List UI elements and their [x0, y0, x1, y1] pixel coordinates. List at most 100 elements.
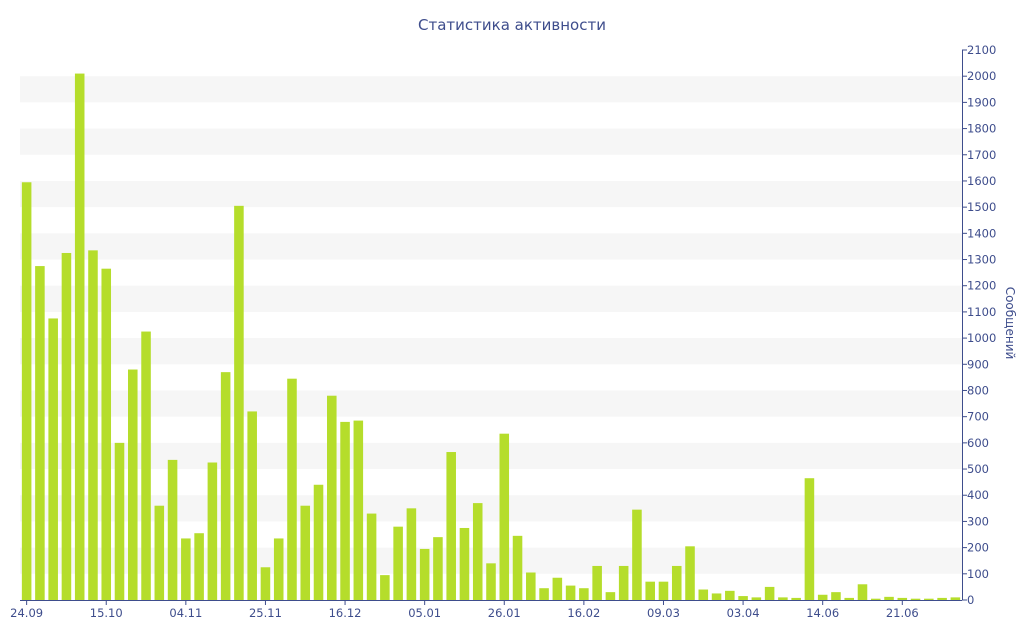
bar	[512, 535, 523, 600]
bar	[393, 526, 403, 600]
bar	[751, 597, 762, 600]
bar	[831, 592, 841, 600]
bar	[499, 433, 510, 600]
y-tick-label: 1300	[967, 253, 996, 267]
bar	[817, 594, 828, 600]
grid-band	[20, 76, 962, 103]
bar	[21, 182, 32, 600]
y-tick-label: 700	[967, 410, 989, 424]
y-axis: 0 100 200 300 400 500 600 700 800 900 1000 1100 1200…	[962, 43, 996, 607]
bar	[552, 577, 563, 600]
y-tick-label: 200	[967, 541, 989, 555]
grid-band	[20, 285, 962, 312]
x-tick-label: 25.11	[249, 606, 282, 620]
bar	[857, 584, 868, 600]
bar	[74, 73, 85, 601]
bar	[406, 508, 417, 600]
bar	[340, 421, 350, 600]
x-tick-label: 21.06	[886, 606, 919, 620]
y-tick-label: 0	[967, 593, 974, 607]
bar	[579, 588, 589, 600]
bar	[539, 588, 549, 600]
bar	[287, 378, 297, 600]
bar	[897, 597, 908, 600]
x-tick-label: 05.01	[408, 606, 441, 620]
bar	[380, 575, 390, 600]
y-tick-label: 1200	[967, 279, 996, 293]
bar	[910, 598, 921, 600]
bar	[632, 509, 642, 600]
bar	[181, 538, 191, 600]
bar	[764, 586, 775, 600]
y-tick-label: 1800	[967, 122, 996, 136]
y-tick-label: 800	[967, 383, 989, 397]
y-tick-label: 1000	[967, 331, 996, 345]
bar	[459, 527, 470, 600]
bar	[711, 593, 722, 600]
chart-title: Статистика активности	[418, 16, 606, 34]
bar	[778, 597, 788, 600]
bar	[220, 372, 231, 600]
bar	[300, 505, 311, 600]
bar	[618, 565, 629, 600]
grid-band	[20, 338, 962, 365]
bar	[592, 565, 602, 600]
y-tick-label: 1700	[967, 148, 996, 162]
bar	[565, 585, 576, 600]
bar	[101, 268, 112, 600]
y-tick-label: 1400	[967, 226, 996, 240]
y-tick-label: 1900	[967, 95, 996, 109]
bar	[446, 452, 456, 600]
bar	[804, 478, 815, 600]
bar	[658, 581, 669, 600]
y-tick-label: 1500	[967, 200, 996, 214]
bar	[685, 546, 695, 600]
bar	[526, 572, 536, 600]
bar	[366, 513, 377, 600]
bar	[234, 205, 244, 601]
bar	[870, 598, 881, 600]
bar	[247, 411, 257, 600]
y-tick-label: 400	[967, 488, 989, 502]
grid-band	[20, 180, 962, 208]
x-tick-label: 09.03	[647, 606, 680, 620]
bar	[48, 318, 58, 600]
x-tick-label: 04.11	[169, 606, 202, 620]
x-tick-label: 16.12	[329, 606, 362, 620]
y-tick-label: 500	[967, 462, 989, 476]
y-tick-label: 1100	[967, 305, 996, 319]
grid-band	[20, 390, 962, 417]
y-tick-label: 100	[967, 567, 989, 581]
grid-bands	[20, 76, 962, 574]
y-axis-title: Сообщений	[1003, 287, 1017, 360]
x-tick-label: 24.09	[10, 606, 43, 620]
bar	[114, 442, 125, 600]
bar	[671, 565, 682, 600]
grid-band	[20, 128, 962, 155]
bar	[433, 537, 443, 600]
bar	[194, 533, 204, 600]
bar	[472, 503, 483, 600]
x-tick-label: 03.04	[727, 606, 760, 620]
y-tick-label: 1600	[967, 174, 996, 188]
bar	[154, 505, 165, 600]
bar	[273, 538, 284, 600]
bar	[738, 596, 748, 600]
y-tick-label: 600	[967, 436, 989, 450]
y-tick-label: 300	[967, 514, 989, 528]
bar	[313, 484, 324, 600]
bar	[844, 597, 855, 600]
x-tick-label: 14.06	[806, 606, 839, 620]
bar	[645, 581, 655, 600]
bar	[884, 596, 894, 600]
x-tick-label: 16.02	[567, 606, 600, 620]
grid-band	[20, 442, 962, 470]
y-tick-label: 900	[967, 357, 989, 371]
x-tick-label: 26.01	[488, 606, 521, 620]
x-axis: 24.09 15.10 04.11 25.11 16.12 05.01 26.01 16.02…	[10, 600, 962, 620]
grid-band	[20, 233, 962, 260]
bar	[61, 252, 72, 600]
bar	[327, 395, 337, 600]
y-tick-label: 2000	[967, 69, 996, 83]
